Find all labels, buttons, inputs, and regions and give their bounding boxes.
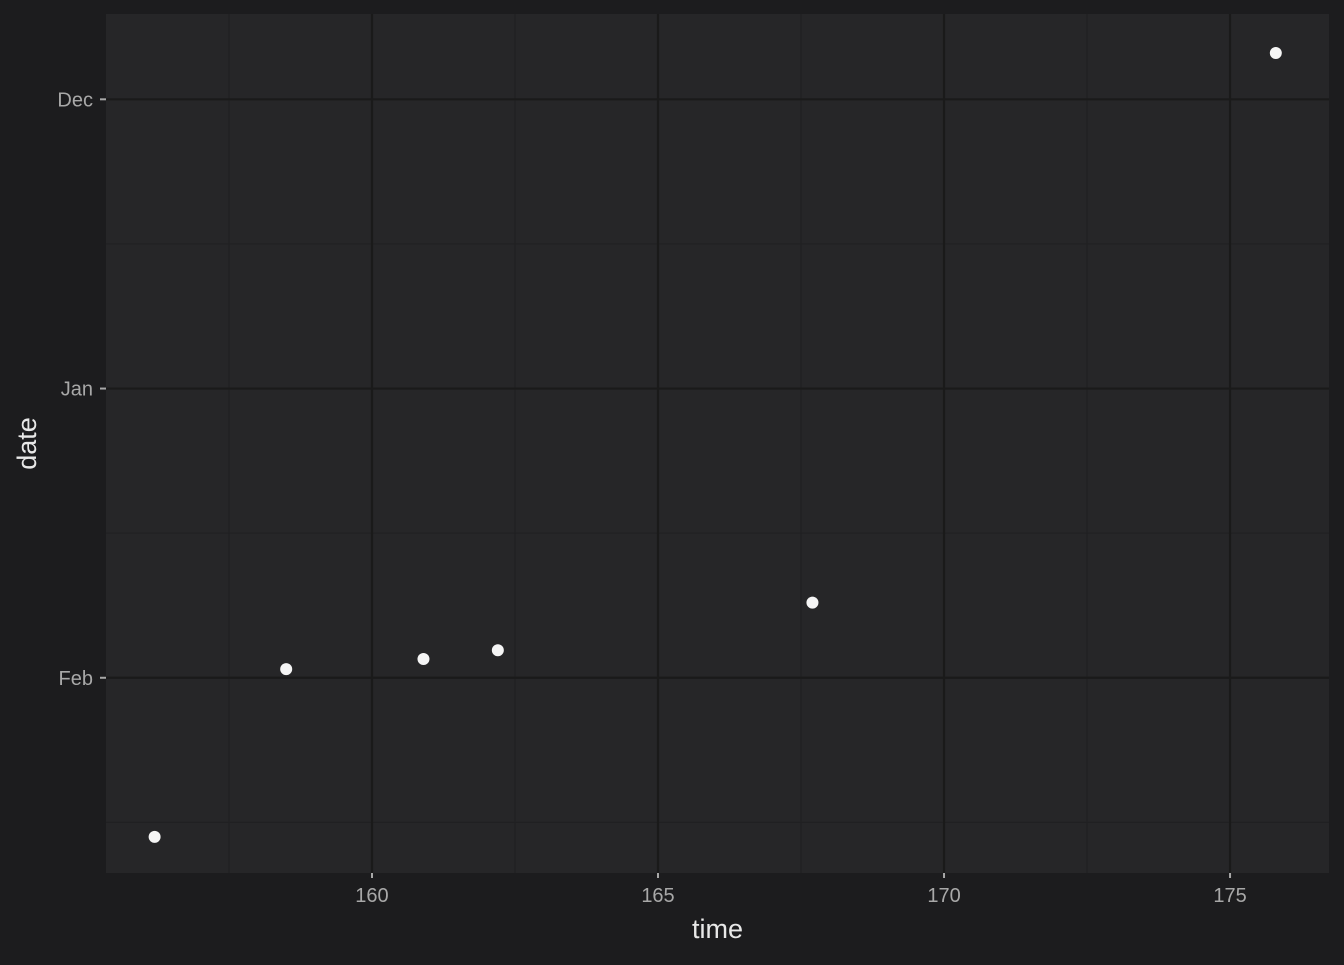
plot-panel [106,14,1329,873]
data-points [148,47,1282,843]
x-tick-label: 175 [1213,885,1246,907]
x-tick-label: 170 [927,885,960,907]
data-point [417,652,430,665]
y-tick-label: Jan [61,379,93,401]
y-tick-label: Dec [57,89,93,111]
data-point [148,830,161,843]
y-axis-title: date [12,417,42,470]
data-point [1269,47,1282,60]
y-tick-label: Feb [59,668,93,690]
x-tick-label: 165 [641,885,674,907]
major-gridlines [106,14,1329,873]
minor-gridlines [106,14,1329,873]
data-point [280,663,293,676]
x-tick-label: 160 [355,885,388,907]
x-axis-title: time [692,914,743,944]
x-axis: 160 165 170 175 [355,873,1247,907]
data-point [806,596,819,609]
data-point [491,644,504,657]
y-axis: Feb Jan Dec [57,89,106,690]
